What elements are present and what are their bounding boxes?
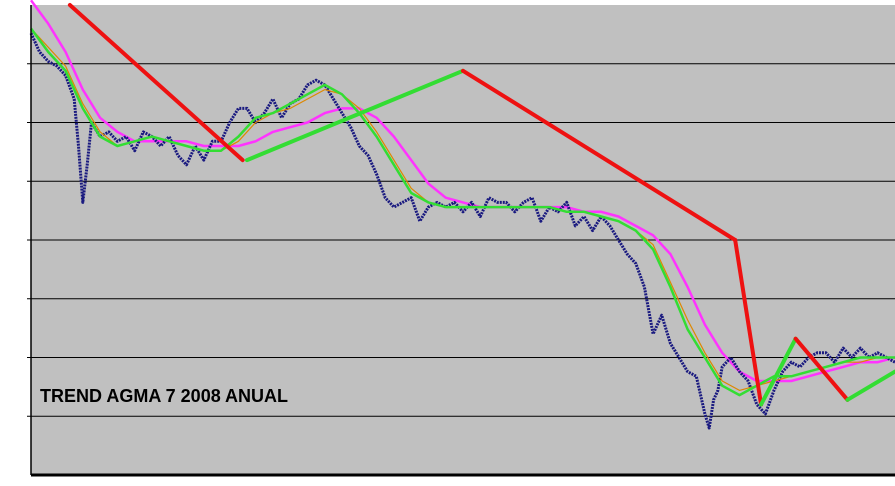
trendline-down-1 xyxy=(67,3,245,163)
trendline-up-7 xyxy=(845,369,895,402)
series-lines xyxy=(29,0,895,430)
trendline-down-6 xyxy=(793,336,850,402)
series-line-ma-fast-green xyxy=(29,27,895,397)
trend-lines xyxy=(67,3,895,407)
series-line-price xyxy=(29,32,895,430)
trendline-down-4 xyxy=(733,238,764,407)
gridlines xyxy=(31,63,895,417)
trendline-up-2 xyxy=(245,68,465,163)
chart-title: TREND AGMA 7 2008 ANUAL xyxy=(40,386,288,406)
y-axis-ticks xyxy=(27,63,31,417)
trendline-down-3 xyxy=(461,68,738,242)
series-line-ma-slow-magenta xyxy=(29,0,895,383)
trendline-up-5 xyxy=(759,336,798,407)
